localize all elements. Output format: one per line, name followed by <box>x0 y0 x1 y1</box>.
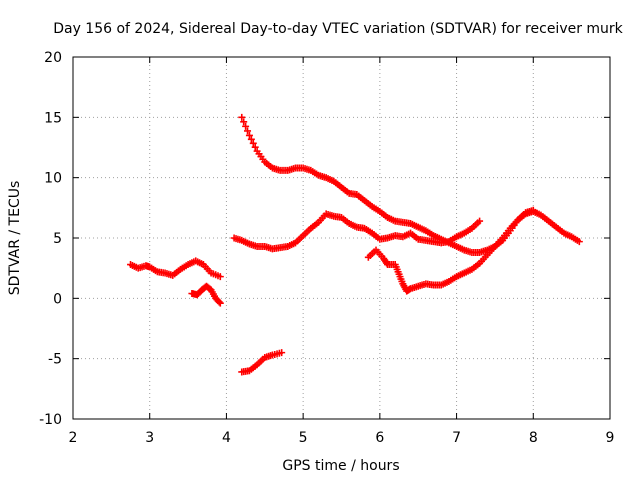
data-point <box>529 206 537 214</box>
y-tick-label: 10 <box>44 171 62 187</box>
data-point <box>242 122 250 130</box>
chart-title: Day 156 of 2024, Sidereal Day-to-day VTE… <box>53 21 623 37</box>
data-point <box>251 143 259 151</box>
x-axis-label: GPS time / hours <box>282 458 399 474</box>
y-tick-label: 15 <box>44 110 62 126</box>
x-tick-label: 5 <box>299 430 308 446</box>
data-point <box>238 113 246 121</box>
series-group <box>127 113 583 376</box>
data-point <box>216 299 224 307</box>
series-1 <box>127 257 224 281</box>
x-tick-label: 3 <box>145 430 154 446</box>
x-tick-label: 2 <box>69 430 78 446</box>
y-axis-label: SDTVAR / TECUs <box>7 181 23 296</box>
y-tick-label: -10 <box>39 412 62 428</box>
data-point <box>476 217 484 225</box>
y-tick-label: 5 <box>53 231 62 247</box>
series-6 <box>364 206 537 295</box>
grid <box>73 57 610 419</box>
data-point <box>247 135 255 143</box>
data-point <box>240 118 248 126</box>
data-point <box>249 139 257 147</box>
series-4 <box>238 113 583 256</box>
x-tick-label: 6 <box>375 430 384 446</box>
series-3 <box>238 349 286 376</box>
data-point <box>216 273 224 281</box>
data-point <box>278 349 286 357</box>
data-point <box>215 298 223 306</box>
x-tick-label: 8 <box>529 430 538 446</box>
ticks: 2 3 4 5 6 7 8 9 -10 -5 0 5 10 15 20 <box>39 50 614 446</box>
y-tick-label: 0 <box>53 291 62 307</box>
y-tick-label: 20 <box>44 50 62 66</box>
x-tick-label: 9 <box>606 430 615 446</box>
series-5 <box>230 210 484 253</box>
data-point <box>245 131 253 139</box>
y-tick-label: -5 <box>48 352 62 368</box>
x-tick-label: 4 <box>222 430 231 446</box>
x-tick-label: 7 <box>452 430 461 446</box>
data-point <box>575 238 583 246</box>
series-2 <box>188 282 224 307</box>
data-point <box>244 127 252 135</box>
